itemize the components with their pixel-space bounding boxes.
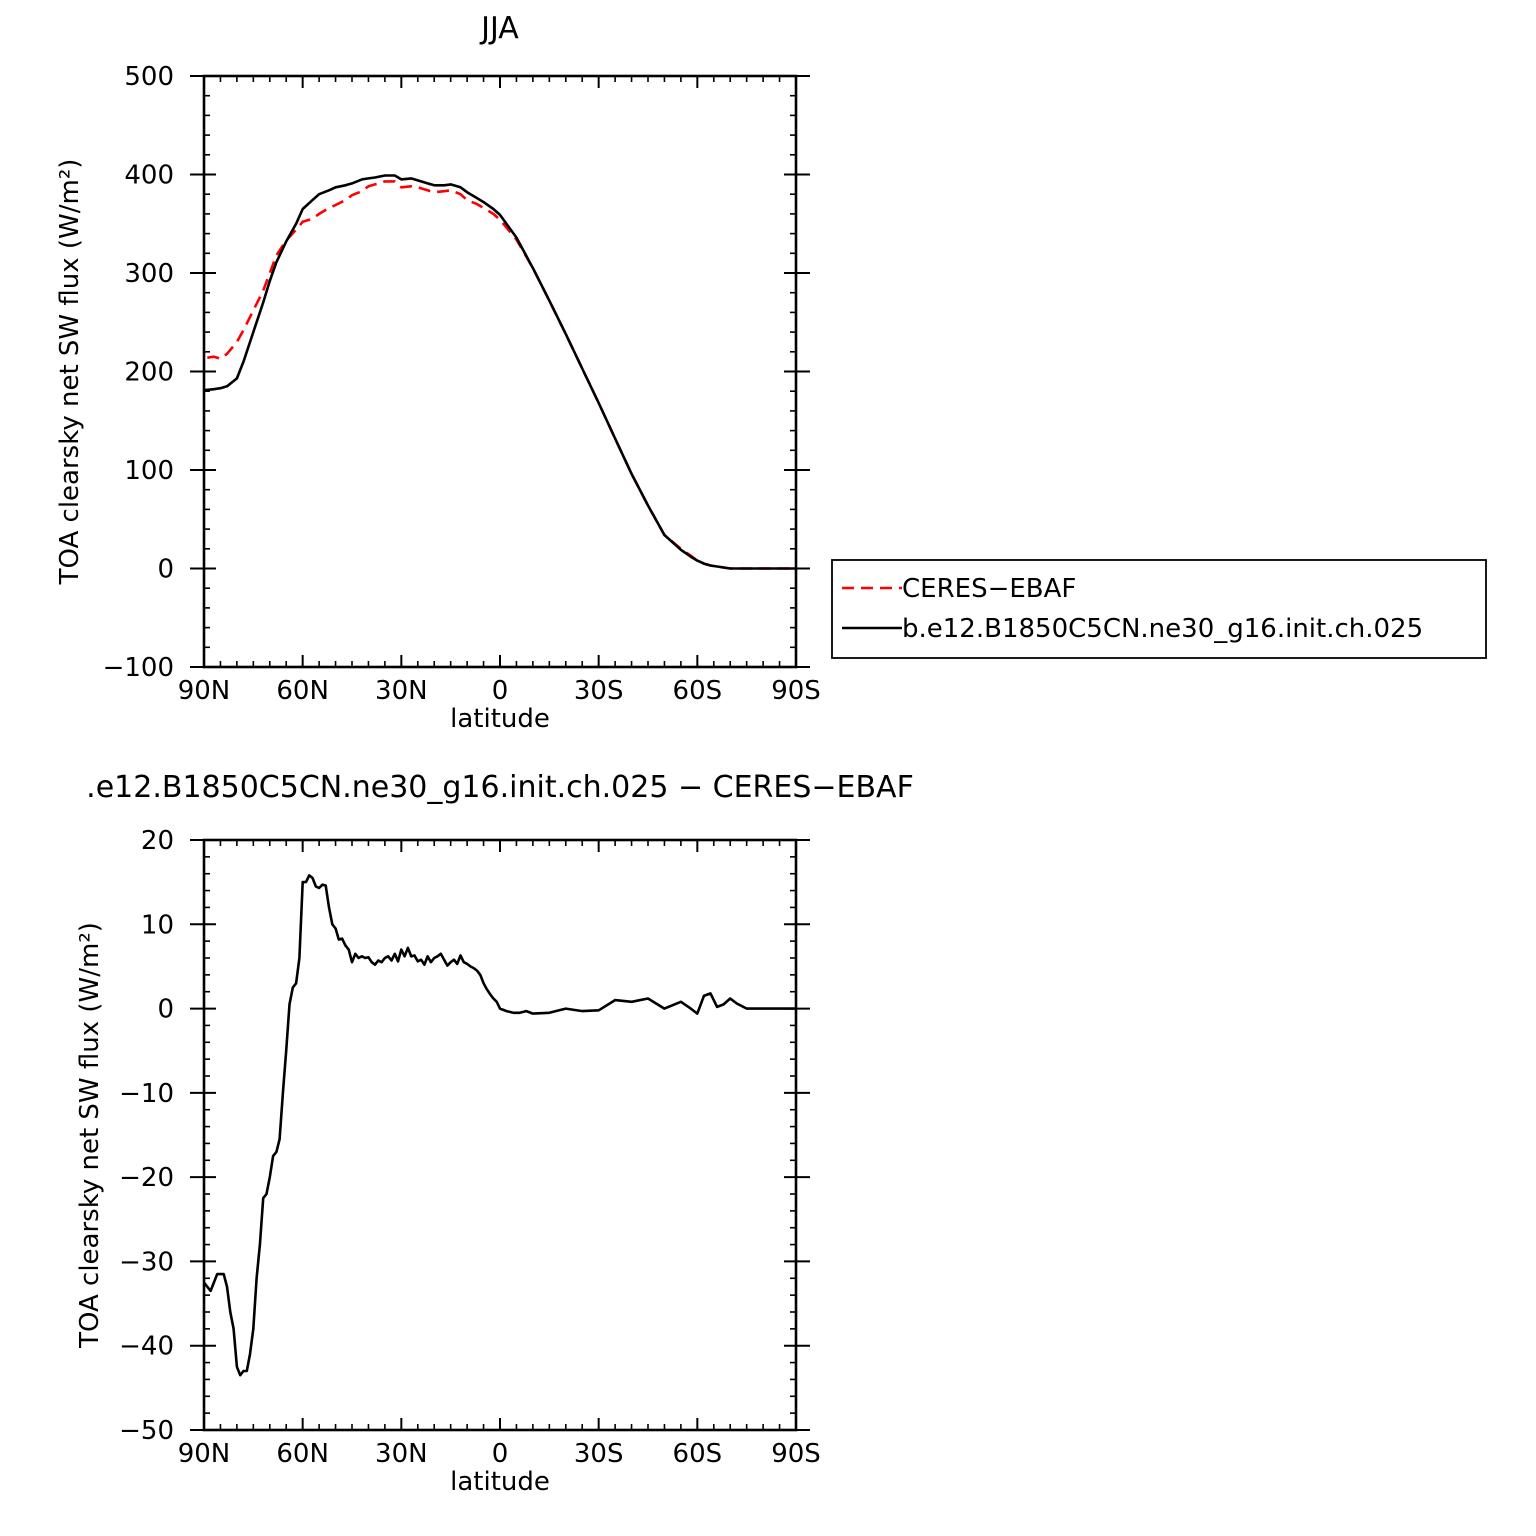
panel-1-y-tick-label: −10 [119, 1079, 174, 1109]
panel-1-series-line-0 [202, 874, 796, 1377]
panel-1-x-tick-label: 60N [276, 1439, 329, 1469]
panel-0-y-tick-label: 500 [124, 62, 174, 92]
legend-label-0: CERES−EBAF [902, 574, 1076, 604]
panel-1-y-tick-label: 10 [141, 910, 174, 940]
panel-1-y-tick-label: −20 [119, 1163, 174, 1193]
panel-0-plot-frame [202, 74, 798, 669]
legend-box [831, 559, 1487, 659]
panel-0-y-tick-label: 300 [124, 259, 174, 289]
panel-0-y-tick-label: −100 [103, 653, 174, 683]
panel-0-y-axis-label: TOA clearsky net SW flux (W/m²) [55, 159, 85, 586]
panel-0-x-axis-label: latitude [450, 704, 550, 734]
panel-0-x-tick-label: 60S [673, 676, 723, 706]
panel-0-x-tick-label: 90N [178, 676, 231, 706]
bottom-panel: .e12.B1850C5CN.ne30_g16.init.ch.025 − CE… [75, 770, 914, 1497]
panel-1-y-tick-label: 0 [157, 995, 174, 1025]
panel-1-x-axis-label: latitude [450, 1467, 550, 1497]
panel-1-y-axis-label: TOA clearsky net SW flux (W/m²) [75, 922, 105, 1349]
panel-0-series-line-0 [207, 180, 796, 570]
panel-1-x-tick-label: 30S [574, 1439, 624, 1469]
panel-0-x-tick-label: 90S [771, 676, 821, 706]
panel-1-y-tick-label: −30 [119, 1247, 174, 1277]
panel-1-y-tick-label: −50 [119, 1416, 174, 1446]
panel-1-y-tick-label: −40 [119, 1332, 174, 1362]
top-panel: JJA 90N 60N 30N 0 30S 60S 90S −100 0 100 200 300 400… [55, 11, 1487, 734]
panel-1-plot-frame [202, 838, 798, 1432]
panel-0-y-tick-label: 200 [124, 358, 174, 388]
panel-0-y-tick-label: 0 [157, 555, 174, 585]
panel-1-y-tick-label: 20 [141, 826, 174, 856]
top-panel-title: JJA [479, 11, 519, 46]
panel-1-x-tick-label: 60S [673, 1439, 723, 1469]
panel-0-x-tick-label: 60N [276, 676, 329, 706]
panel-1-x-tick-label: 0 [492, 1439, 509, 1469]
panel-0-y-tick-label: 400 [124, 161, 174, 191]
bottom-panel-title: .e12.B1850C5CN.ne30_g16.init.ch.025 − CE… [86, 770, 914, 805]
panel-0-x-tick-label: 0 [492, 676, 509, 706]
panel-1-x-tick-label: 30N [375, 1439, 428, 1469]
panel-1-x-tick-label: 90N [178, 1439, 231, 1469]
panel-0-y-tick-label: 100 [124, 456, 174, 486]
legend-label-1: b.e12.B1850C5CN.ne30_g16.init.ch.025 [902, 614, 1423, 644]
panel-0-x-tick-label: 30N [375, 676, 428, 706]
panel-0-x-tick-label: 30S [574, 676, 624, 706]
panel-0-series-line-1 [203, 174, 796, 570]
panel-1-x-tick-label: 90S [771, 1439, 821, 1469]
